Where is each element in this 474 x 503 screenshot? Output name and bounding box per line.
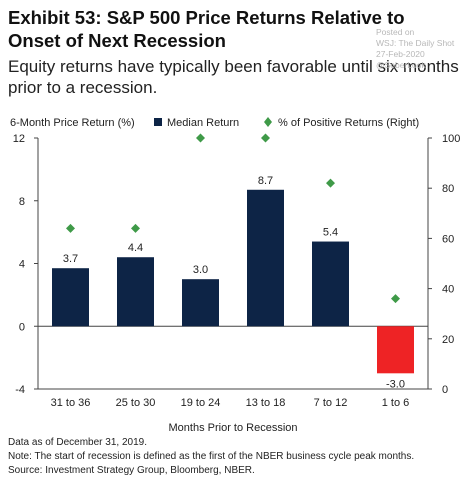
watermark: Posted on WSJ: The Daily Shot 27-Feb-202… [376,27,472,71]
bar-chart: 6-Month Price Return (%) Median Return % o… [10,117,460,434]
legend-bar-label: Median Return [167,117,239,129]
watermark-line: @SoberLook [376,60,426,70]
left-y-tick-label: 8 [19,196,25,208]
bar-value-label: -3.0 [386,378,405,390]
x-tick-label: 19 to 24 [181,397,221,409]
x-tick-label: 7 to 12 [314,397,348,409]
diamond-point [261,133,270,143]
right-y-tick-label: 0 [442,384,448,396]
right-y-tick-label: 60 [442,233,454,245]
bar-value-label: 4.4 [128,242,143,254]
left-y-tick-label: 12 [13,133,25,145]
right-y-tick-label: 100 [442,133,460,145]
right-y-tick-label: 40 [442,284,454,296]
bar-value-label: 3.7 [63,253,78,265]
left-y-tick-label: -4 [15,384,25,396]
chart-subtitle: Equity returns have typically been favor… [8,57,459,97]
x-tick-label: 25 to 30 [116,397,156,409]
diamond-point [66,223,75,233]
right-y-tick-label: 80 [442,183,454,195]
left-y-tick-label: 0 [19,321,25,333]
diamond-point [131,223,140,233]
x-tick-label: 13 to 18 [246,397,286,409]
x-tick-label: 1 to 6 [382,397,410,409]
x-axis-title: Months Prior to Recession [169,422,298,434]
bar-value-label: 8.7 [258,175,273,187]
source-note: Source: Investment Strategy Group, Bloom… [8,465,255,476]
bar [52,268,89,327]
watermark-line: 27-Feb-2020 [376,49,425,59]
diamond-point [326,178,335,188]
bar-value-label: 5.4 [323,227,338,239]
watermark-line: WSJ: The Daily Shot [376,38,455,48]
left-y-tick-label: 4 [19,259,25,271]
legend-bar-swatch [154,118,162,126]
diamond-point [196,133,205,143]
left-axis-title: 6-Month Price Return (%) [10,117,135,129]
bar [377,326,414,374]
watermark-line: Posted on [376,27,415,37]
recession-definition-note: Note: The start of recession is defined … [8,451,415,462]
legend-diamond-marker [264,117,272,127]
bar [117,257,154,327]
right-y-tick-label: 20 [442,334,454,346]
bar-value-label: 3.0 [193,264,208,276]
footnotes: Data as of December 31, 2019. Note: The … [8,436,470,478]
diamond-point [391,294,400,304]
x-tick-label: 31 to 36 [51,397,91,409]
data-date-note: Data as of December 31, 2019. [8,437,147,448]
bar [182,279,219,327]
bar [312,241,349,327]
legend-diamond-label: % of Positive Returns (Right) [278,117,419,129]
chart-title: Exhibit 53: S&P 500 Price Returns Relati… [8,7,405,51]
bar [247,189,284,327]
